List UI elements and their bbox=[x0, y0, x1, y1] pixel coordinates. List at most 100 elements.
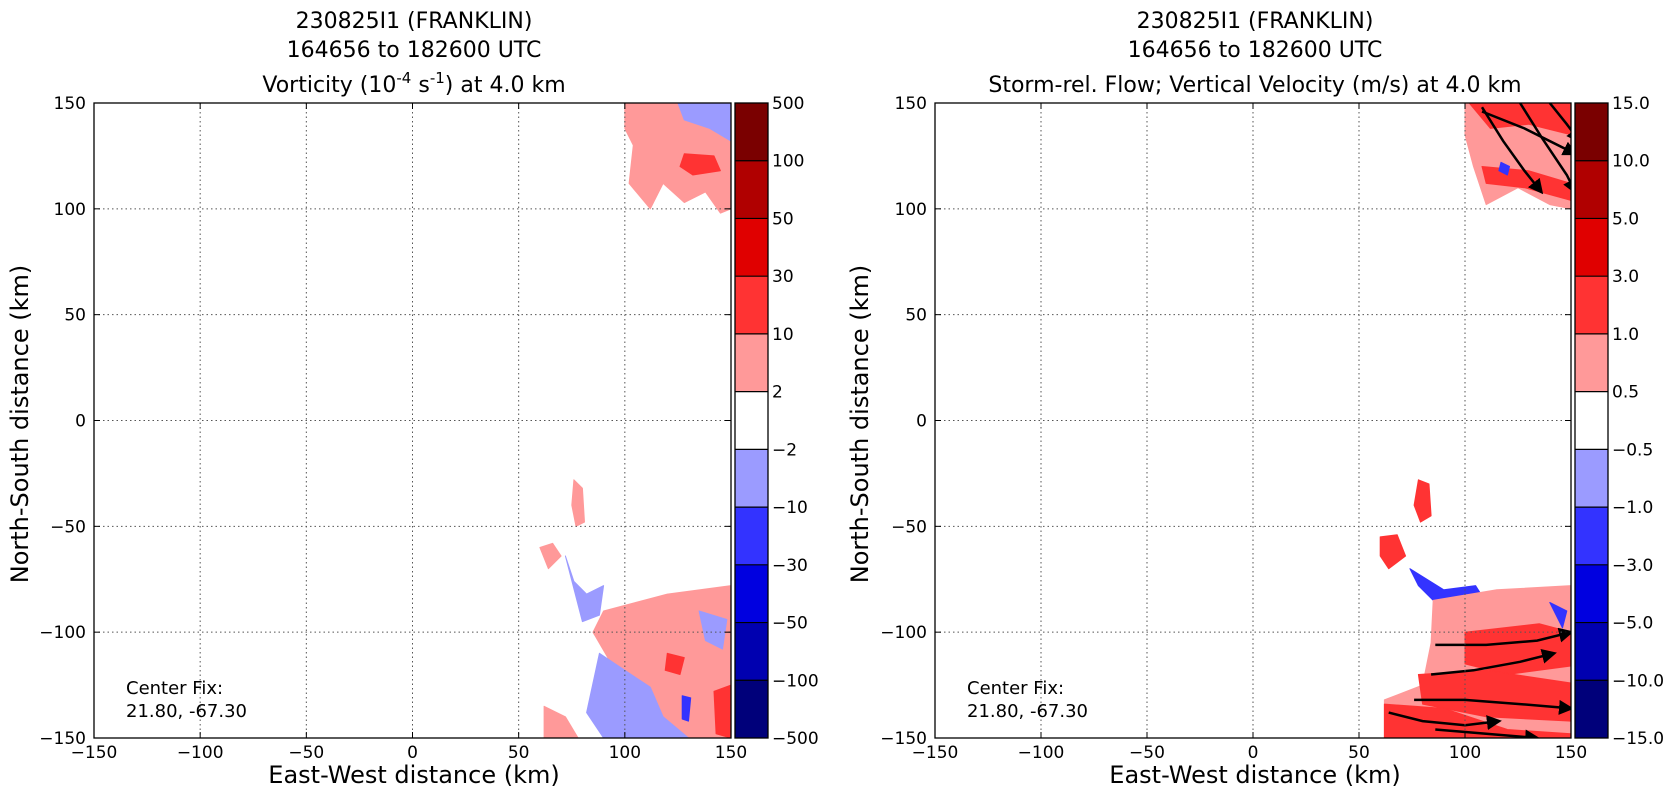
right-plot-area: −150 150 −100 100 −50 50 0 0 50 −50 100 −100 150 −150 bbox=[880, 94, 1587, 763]
x-tick-label: −150 bbox=[912, 743, 959, 763]
x-tick-label: −100 bbox=[177, 743, 224, 763]
colorbar-tick-label: −15.0 bbox=[1612, 729, 1664, 749]
right-title-line-3: Storm-rel. Flow; Vertical Velocity (m/s)… bbox=[988, 73, 1521, 98]
plot-content bbox=[539, 103, 731, 738]
field-region-neg_mid bbox=[1549, 602, 1568, 629]
colorbar-segment bbox=[735, 507, 768, 566]
colorbar-tick-label: −3.0 bbox=[1612, 556, 1653, 576]
field-region-pos_mid bbox=[679, 153, 721, 176]
plot-content bbox=[1379, 103, 1571, 738]
left-chart-panel: 230825I1 (FRANKLIN) 164656 to 182600 UTC… bbox=[6, 9, 819, 789]
colorbar-tick-label: −1.0 bbox=[1612, 498, 1653, 518]
left-title-line-3: Vorticity (10-4 s-1) at 4.0 km bbox=[262, 69, 565, 98]
field-region-neg_light bbox=[564, 555, 605, 623]
field-region-neg_light bbox=[677, 103, 731, 142]
colorbar-segment bbox=[1575, 391, 1608, 450]
flow-streamline bbox=[1435, 627, 1571, 647]
colorbar-tick-label: −100 bbox=[772, 671, 819, 691]
flow-streamline bbox=[1481, 110, 1571, 156]
field-region-neg_mid bbox=[681, 695, 692, 722]
flow-streamline bbox=[1519, 103, 1571, 195]
right-center-fix-label: Center Fix: bbox=[967, 678, 1064, 699]
x-tick-label: 150 bbox=[1555, 743, 1587, 763]
left-center-fix-label: Center Fix: bbox=[126, 678, 223, 699]
y-tick-label: −100 bbox=[880, 623, 927, 643]
left-title-line-2: 164656 to 182600 UTC bbox=[287, 38, 542, 63]
x-tick-label: −100 bbox=[1018, 743, 1065, 763]
colorbar-segment bbox=[1575, 564, 1608, 624]
field-region-pos_light bbox=[539, 542, 562, 570]
colorbar-frame bbox=[1574, 102, 1609, 739]
colorbar-segment bbox=[735, 160, 768, 219]
colorbar-segment bbox=[735, 449, 768, 508]
left-title-line-1: 230825I1 (FRANKLIN) bbox=[296, 9, 533, 34]
field-region-pos_mid bbox=[1417, 669, 1571, 722]
colorbar-segment bbox=[1575, 103, 1608, 162]
colorbar-tick-label: 10 bbox=[772, 325, 794, 345]
colorbar-tick-label: −5.0 bbox=[1612, 614, 1653, 634]
colorbar-tick-label: −30 bbox=[772, 556, 808, 576]
x-tick-label: −150 bbox=[71, 743, 118, 763]
right-y-axis-label: North-South distance (km) bbox=[846, 265, 874, 584]
field-region-pos_mid bbox=[1464, 623, 1571, 675]
colorbar-tick-label: −10 bbox=[772, 498, 808, 518]
left-colorbar: 500 100 50 30 10 2 −2 −10 −30 −50 −100 −500 bbox=[734, 94, 819, 749]
colorbar-tick-label: 10.0 bbox=[1612, 152, 1650, 172]
colorbar-tick-label: 5.0 bbox=[1612, 209, 1639, 229]
colorbar-tick-label: −10.0 bbox=[1612, 671, 1664, 691]
colorbar-segment bbox=[735, 680, 768, 739]
field-region-pos_mid bbox=[713, 684, 731, 738]
y-tick-label: 0 bbox=[75, 412, 86, 432]
colorbar-segment bbox=[1575, 333, 1608, 393]
left-x-axis-label: East-West distance (km) bbox=[268, 761, 559, 789]
right-colorbar: 15.0 10.0 5.0 3.0 1.0 0.5 −0.5 −1.0 −3.0 −5.0 −10.… bbox=[1574, 94, 1664, 749]
colorbar-segment bbox=[1575, 160, 1608, 219]
left-y-axis-label: North-South distance (km) bbox=[6, 265, 34, 584]
right-center-fix-coords: 21.80, -67.30 bbox=[967, 701, 1088, 722]
y-tick-label: 50 bbox=[905, 306, 927, 326]
colorbar-segment bbox=[735, 276, 768, 335]
colorbar-segment bbox=[735, 391, 768, 450]
x-tick-label: −50 bbox=[288, 743, 324, 763]
x-tick-label: 100 bbox=[609, 743, 641, 763]
colorbar-tick-label: 3.0 bbox=[1612, 267, 1639, 287]
flow-streamline bbox=[1548, 103, 1571, 144]
colorbar-segment bbox=[1575, 276, 1608, 335]
field-region-neg_light bbox=[586, 652, 689, 738]
field-region-neg_mid bbox=[1498, 161, 1510, 176]
colorbar-segment bbox=[1575, 680, 1608, 739]
colorbar-tick-label: 50 bbox=[772, 209, 794, 229]
y-tick-label: 0 bbox=[916, 412, 927, 432]
flow-streamline bbox=[1435, 728, 1541, 738]
y-tick-label: 150 bbox=[54, 94, 86, 114]
x-tick-label: 0 bbox=[407, 743, 418, 763]
colorbar-tick-label: 0.5 bbox=[1612, 383, 1639, 403]
colorbar-segment bbox=[1575, 218, 1608, 277]
y-tick-label: 100 bbox=[895, 200, 927, 220]
x-tick-label: 50 bbox=[508, 743, 530, 763]
right-title-line-1: 230825I1 (FRANKLIN) bbox=[1137, 9, 1374, 34]
field-region-neg_light bbox=[698, 610, 728, 650]
colorbar-segment bbox=[735, 564, 768, 624]
x-tick-label: 100 bbox=[1449, 743, 1481, 763]
colorbar-tick-label: 2 bbox=[772, 383, 783, 403]
colorbar-segment bbox=[1575, 449, 1608, 508]
x-tick-label: −50 bbox=[1129, 743, 1165, 763]
colorbar-tick-label: 1.0 bbox=[1612, 325, 1639, 345]
colorbar-tick-label: −500 bbox=[772, 729, 819, 749]
right-chart-panel: 230825I1 (FRANKLIN) 164656 to 182600 UTC… bbox=[846, 9, 1664, 789]
flow-streamline bbox=[1430, 648, 1557, 676]
field-region-pos_light bbox=[571, 479, 585, 527]
colorbar-segment bbox=[735, 218, 768, 277]
field-region-pos_mid bbox=[664, 652, 685, 675]
field-region-pos_light bbox=[543, 705, 579, 738]
y-tick-label: −150 bbox=[880, 729, 927, 749]
field-region-pos_mid bbox=[1413, 479, 1432, 523]
field-region-pos_light bbox=[624, 103, 731, 214]
colorbar-segment bbox=[735, 103, 768, 162]
y-tick-label: −100 bbox=[39, 623, 86, 643]
colorbar-frame bbox=[734, 102, 769, 739]
flow-streamline bbox=[1414, 698, 1571, 715]
colorbar-tick-label: 15.0 bbox=[1612, 94, 1650, 114]
